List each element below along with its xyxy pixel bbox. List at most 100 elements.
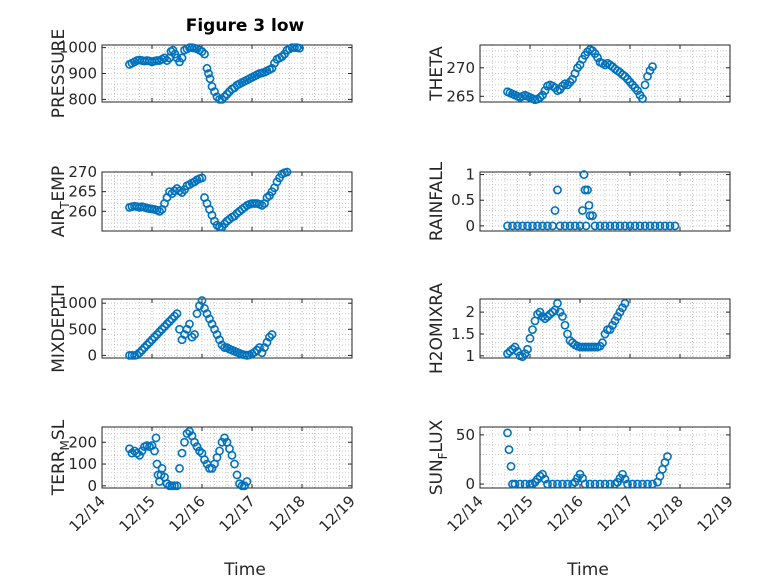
- series-markers: [503, 428, 672, 489]
- grid-lines: [479, 427, 731, 488]
- data-point: [165, 317, 174, 326]
- data-point: [132, 448, 142, 458]
- data-point: [185, 426, 194, 436]
- data-point: [538, 312, 547, 321]
- data-point: [535, 307, 545, 317]
- data-point: [160, 322, 169, 332]
- y-tick-label: 260: [68, 202, 97, 220]
- data-point: [175, 463, 184, 473]
- data-point: [648, 62, 657, 72]
- x-axis-label-right: Time: [566, 560, 609, 580]
- axes-box: [479, 44, 731, 103]
- data-point: [578, 206, 587, 215]
- data-point: [222, 89, 232, 99]
- axes-box: [479, 171, 731, 232]
- data-point: [550, 206, 560, 215]
- y-axis-label: RAINFALL: [427, 161, 447, 241]
- series-markers: [503, 298, 630, 362]
- data-point: [202, 63, 212, 73]
- data-point: [215, 446, 224, 456]
- data-point: [585, 479, 595, 489]
- data-point: [242, 477, 252, 486]
- y-tick-label: 1: [465, 347, 475, 365]
- y-axis-label: SUNFLUX: [427, 419, 450, 495]
- data-point: [177, 448, 187, 458]
- data-point: [235, 479, 244, 489]
- y-axis-label: THETA: [427, 46, 447, 102]
- data-point: [543, 221, 552, 231]
- data-point: [147, 335, 157, 345]
- y-tick-label: 800: [68, 90, 97, 108]
- data-point: [558, 81, 567, 91]
- y-axis-label: PRESSURE: [49, 29, 69, 118]
- data-point: [506, 461, 516, 471]
- axes-box: [479, 298, 731, 359]
- data-point: [151, 433, 161, 443]
- data-point: [560, 221, 570, 231]
- data-point: [615, 221, 625, 231]
- data-point: [538, 90, 547, 100]
- data-point: [620, 298, 630, 308]
- data-point: [555, 221, 565, 231]
- data-point: [600, 329, 610, 339]
- data-point: [560, 320, 570, 330]
- series-markers: [503, 170, 680, 231]
- axes-box: [101, 171, 353, 232]
- data-point: [504, 445, 514, 455]
- data-point: [570, 221, 580, 231]
- data-point: [162, 56, 172, 65]
- series-markers: [125, 43, 304, 104]
- data-point: [540, 474, 550, 484]
- axes-box: [101, 426, 353, 489]
- data-point: [508, 344, 517, 354]
- data-point: [170, 311, 179, 321]
- y-tick-label: 200: [68, 433, 97, 451]
- data-point: [553, 298, 562, 308]
- data-point: [204, 69, 213, 78]
- data-point: [277, 52, 287, 62]
- data-point: [543, 312, 552, 321]
- data-point: [545, 309, 555, 319]
- data-point: [145, 337, 154, 347]
- data-point: [160, 53, 169, 63]
- data-point: [565, 221, 575, 231]
- data-point: [232, 470, 242, 480]
- data-point: [618, 469, 627, 479]
- data-point: [663, 452, 672, 461]
- data-point: [510, 342, 520, 352]
- data-point: [510, 479, 520, 489]
- data-point: [625, 221, 635, 231]
- data-point: [538, 469, 547, 479]
- data-point: [615, 307, 625, 317]
- data-point: [558, 479, 567, 489]
- data-point: [518, 221, 527, 231]
- y-tick-label: 900: [68, 65, 97, 83]
- data-point: [172, 481, 182, 491]
- y-tick-label: 50: [456, 426, 475, 444]
- y-axis-label: MIXDEPTH: [49, 284, 69, 373]
- data-point: [640, 80, 650, 90]
- data-point: [295, 43, 304, 53]
- data-point: [200, 455, 209, 465]
- data-point: [127, 448, 137, 458]
- data-point: [613, 312, 622, 321]
- data-point: [643, 479, 652, 489]
- data-point: [137, 345, 147, 355]
- data-point: [135, 450, 144, 460]
- data-point: [633, 86, 642, 95]
- y-tick-label: 265: [446, 87, 475, 105]
- data-point: [162, 319, 172, 329]
- data-point: [528, 221, 537, 231]
- data-point: [172, 309, 182, 319]
- data-point: [590, 479, 600, 489]
- data-point: [220, 433, 229, 443]
- data-point: [628, 479, 637, 489]
- y-axis-label: H2OMIXRA: [427, 283, 447, 374]
- data-point: [230, 459, 239, 469]
- y-tick-label: 0: [465, 217, 475, 235]
- data-point: [623, 479, 632, 489]
- data-point: [595, 221, 605, 231]
- data-point: [167, 314, 177, 324]
- data-point: [523, 344, 532, 354]
- data-point: [197, 47, 207, 56]
